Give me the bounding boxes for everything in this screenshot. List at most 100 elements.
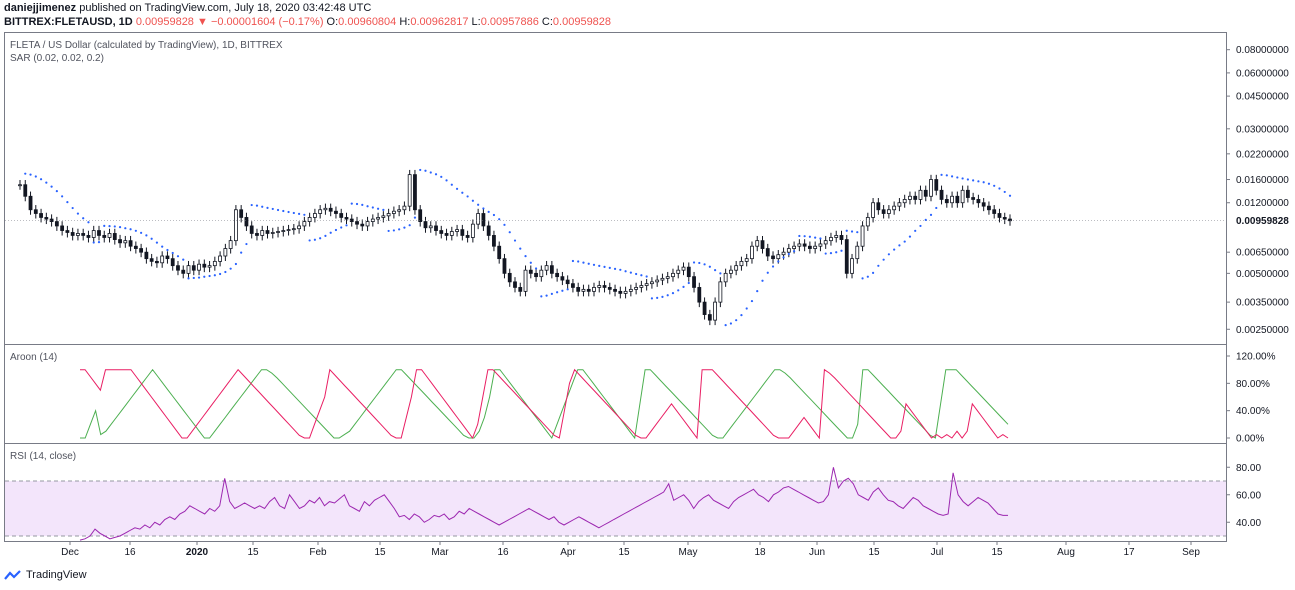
sar-dot	[566, 288, 569, 291]
sar-dot	[297, 212, 301, 215]
candle-body	[260, 230, 265, 236]
sar-dot	[935, 206, 938, 210]
sar-dot	[787, 252, 790, 256]
sar-dot	[440, 175, 443, 178]
candle-body	[486, 225, 491, 236]
x-tick-label: 18	[754, 547, 766, 558]
sar-dot	[561, 289, 564, 292]
candle-body	[76, 233, 80, 236]
price-tick-label: 0.02200000	[1236, 149, 1289, 160]
sar-dot	[993, 184, 996, 187]
high-value: 0.00962817	[410, 16, 469, 28]
candle-body	[349, 218, 354, 222]
sar-dot	[635, 272, 638, 276]
sar-dot	[650, 297, 654, 300]
sar-dot	[692, 261, 696, 264]
sar-dot	[924, 218, 927, 221]
sar-dot	[313, 238, 316, 241]
low-label: L:	[471, 16, 481, 28]
candle-body	[739, 260, 744, 267]
candle-body	[744, 258, 749, 262]
candle-body	[391, 210, 396, 214]
sar-dot	[513, 239, 517, 242]
sar-dot	[750, 299, 754, 303]
candle-body	[323, 207, 328, 211]
candle-body	[281, 230, 286, 232]
sar-dot	[529, 261, 532, 264]
sar-dot	[282, 209, 285, 213]
candle-body	[871, 202, 875, 218]
candle-body	[165, 255, 170, 260]
sar-dot	[645, 275, 648, 278]
sar-dot	[508, 231, 511, 234]
candle-body	[502, 258, 507, 274]
candle-body	[908, 195, 912, 200]
sar-dot	[182, 258, 185, 261]
sar-dot	[292, 211, 295, 215]
author-name[interactable]: daniejjimenez	[4, 2, 77, 14]
candle-body	[239, 209, 244, 218]
x-tick-label: May	[679, 547, 698, 558]
sar-dot	[229, 267, 232, 270]
sar-dot	[766, 271, 769, 274]
aroon-tick-label: 0.00%	[1236, 434, 1264, 445]
candle-body	[997, 213, 1002, 218]
price-tick-label: 0.06000000	[1236, 68, 1289, 79]
sar-dot	[334, 228, 338, 232]
x-tick-label: 15	[247, 547, 259, 558]
candle-body	[60, 225, 65, 231]
sar-dot	[97, 241, 101, 244]
candle-body	[650, 281, 654, 285]
candle-body	[987, 205, 991, 211]
sar-dot	[893, 248, 896, 251]
symbol-line: BITTREX:FLETAUSD, 1D 0.00959828 ▼ −0.000…	[4, 16, 611, 28]
candle-body	[807, 245, 812, 249]
price-tick-label: 0.04500000	[1236, 92, 1289, 103]
candle-body	[876, 202, 881, 211]
sar-dot	[39, 178, 43, 181]
sar-dot	[666, 294, 669, 297]
candle-body	[886, 209, 891, 214]
sar-dot	[871, 271, 875, 274]
candle-body	[102, 235, 107, 238]
candle-body	[918, 189, 923, 200]
sar-dot	[987, 182, 991, 185]
sar-dot	[661, 295, 664, 298]
candle-body	[797, 243, 802, 247]
sar-dot	[619, 268, 622, 271]
candle-body	[734, 265, 739, 271]
sar-dot	[914, 229, 917, 232]
candle-body	[929, 179, 933, 197]
candle-body	[365, 221, 370, 227]
sar-dot	[329, 231, 332, 234]
candle-body	[665, 276, 670, 279]
candle-body	[602, 285, 607, 288]
candle-body	[555, 272, 560, 278]
sar-dot	[319, 237, 322, 240]
candle-body	[370, 218, 375, 222]
x-tick-label: 15	[991, 547, 1003, 558]
candle-body	[950, 195, 954, 204]
candle-body	[786, 248, 791, 253]
sar-dot	[266, 206, 269, 209]
candle-body	[829, 237, 833, 242]
candle-body	[818, 243, 823, 247]
candle-body	[497, 245, 502, 260]
sar-dot	[792, 250, 796, 253]
sar-dot	[735, 319, 738, 322]
candle-body	[91, 230, 96, 238]
aroon-title: Aroon (14)	[10, 352, 58, 363]
candle-body	[186, 265, 191, 274]
brand-name[interactable]: TradingView	[26, 569, 87, 581]
sar-dot	[524, 255, 527, 258]
sar-dot	[840, 249, 843, 252]
sar-dot	[471, 199, 474, 202]
sar-dot	[350, 202, 353, 205]
candle-body	[86, 235, 91, 238]
candle-body	[571, 283, 575, 288]
candle-body	[444, 233, 449, 236]
sar-dot	[956, 176, 959, 179]
sar-dot	[519, 247, 522, 250]
candle-body	[207, 265, 212, 268]
